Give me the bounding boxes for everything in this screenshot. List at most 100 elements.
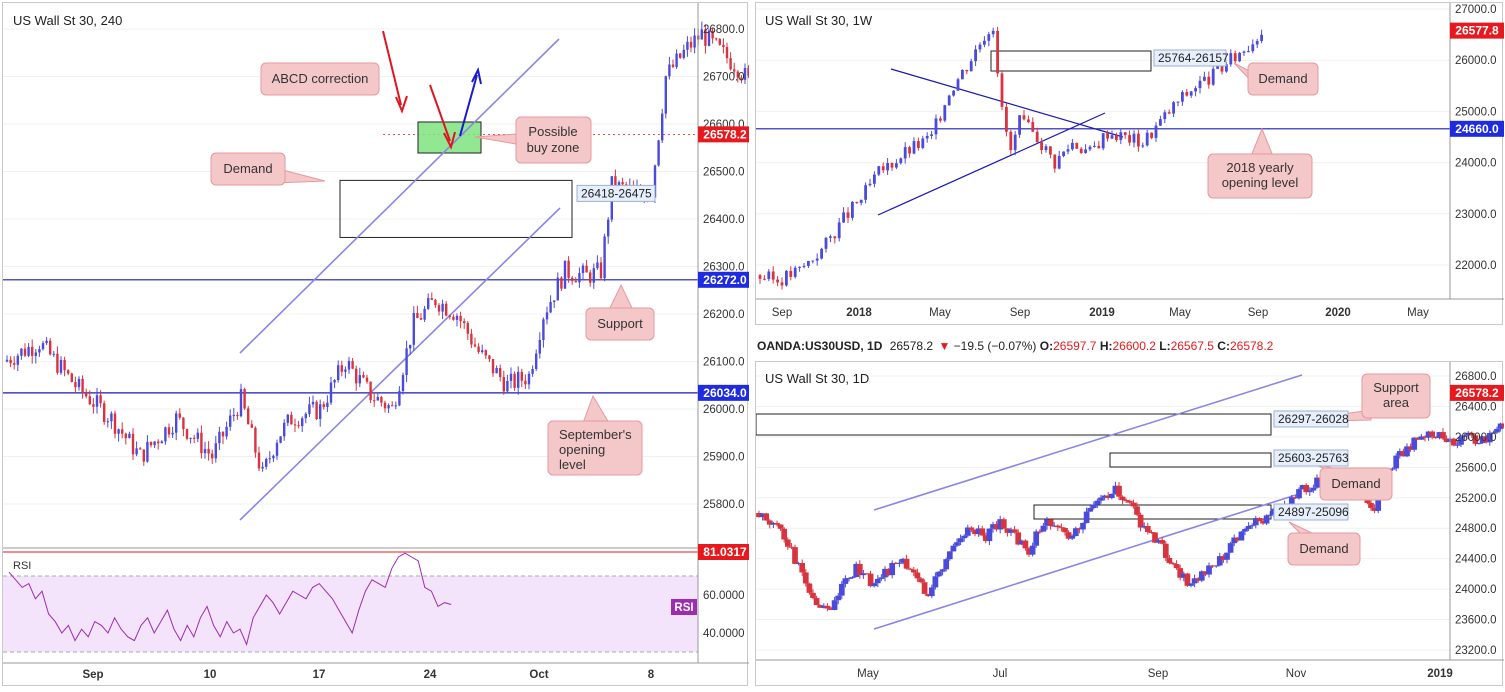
weekly-candle [1009, 131, 1013, 151]
daily-candle [1432, 436, 1439, 438]
weekly-candle [1057, 155, 1061, 169]
weekly-candle [1035, 131, 1039, 143]
h4-candle [250, 424, 253, 428]
h4-candle [63, 359, 66, 371]
daily-ytick: 26400.0 [1455, 401, 1497, 413]
daily-ytick: 23600.0 [1455, 615, 1497, 627]
weekly-candle [965, 69, 969, 72]
h4-candle [585, 265, 588, 273]
daily-candle [766, 520, 773, 525]
daily-candle [1011, 529, 1018, 533]
h4-candle [653, 165, 657, 198]
h4-candle [567, 260, 570, 278]
daily-symbol-header: OANDA:US30USD, 1D 26578.2 ▼ −19.5 (−0.07… [757, 339, 1273, 353]
h4-ytick: 26200.0 [703, 309, 745, 321]
weekly-chart-svg[interactable]: Demand 2018 yearly opening level US Wall… [756, 3, 1504, 326]
weekly-xtick: May [929, 307, 951, 319]
h4-chart-panel[interactable]: ABCD correction Possible buy zone Demand… [2, 2, 829, 687]
rsi-level-tag-bg [698, 544, 752, 560]
weekly-candle [1084, 149, 1087, 153]
daily-candle [932, 576, 939, 588]
daily-candle [889, 562, 896, 576]
daily-candle [1375, 490, 1382, 511]
weekly-candle [1247, 51, 1250, 53]
h4-xtick: 10 [204, 669, 217, 681]
callout-daily-demand-1: Demand [1302, 459, 1393, 501]
daily-last-price-tag-bg [1450, 384, 1504, 401]
weekly-candle [1031, 122, 1035, 132]
weekly-candle [1079, 148, 1083, 153]
daily-candle [1069, 535, 1076, 539]
daily-candle [1267, 514, 1274, 516]
weekly-candle [846, 212, 850, 218]
weekly-candle [1013, 134, 1017, 151]
h4-candle [110, 413, 113, 422]
weekly-candle [877, 166, 881, 175]
daily-candle [1296, 489, 1302, 499]
h4-candle [725, 46, 729, 59]
h4-candle [254, 427, 257, 453]
daily-candle [864, 573, 870, 575]
weekly-demand-zone-label: 25764-26157 [1158, 51, 1229, 65]
daily-candle [1238, 531, 1245, 541]
callout-demand-text: Demand [223, 161, 272, 176]
h4-candle [531, 369, 534, 374]
daily-candle [1148, 531, 1155, 533]
callout-weekly-demand: Demand [1233, 62, 1319, 96]
daily-candle [1368, 502, 1374, 508]
daily-candle [986, 528, 993, 542]
h4-candle [657, 140, 660, 166]
h4-candle [405, 348, 408, 376]
daily-candle [1065, 532, 1072, 539]
weekly-candle [886, 163, 889, 171]
daily-candle [763, 513, 770, 521]
callout-daily-demand-2-text: Demand [1299, 541, 1348, 556]
weekly-ytick: 23000.0 [1455, 209, 1497, 221]
weekly-candle [851, 201, 854, 218]
h4-candle [470, 333, 473, 345]
h4-candle [398, 391, 401, 406]
h4-candle [574, 280, 577, 283]
daily-xtick: Jul [993, 668, 1008, 680]
daily-chart-svg[interactable]: Support area Demand Demand US Wall St 30… [755, 362, 1505, 687]
h4-arrow-blue-head [471, 67, 482, 85]
h4-candle [67, 370, 70, 374]
h4-candle [211, 453, 214, 459]
h4-candle [257, 452, 261, 469]
weekly-candle [1005, 106, 1008, 132]
daily-chart-panel[interactable]: Support area Demand Demand US Wall St 30… [755, 361, 1505, 687]
callout-daily-demand-2: Demand [1287, 521, 1361, 566]
h4-sept-open-tag: 26034.0 [703, 386, 747, 400]
weekly-candle [1115, 135, 1118, 141]
weekly-candle [811, 260, 815, 262]
h4-candle [351, 361, 354, 369]
weekly-candle [1233, 53, 1237, 62]
daily-candle [1206, 565, 1212, 575]
daily-candle [882, 568, 888, 578]
h4-candle [589, 272, 592, 283]
h4-chart-svg[interactable]: ABCD correction Possible buy zone Demand… [3, 3, 829, 687]
rsi-badge-bg [671, 599, 697, 615]
h4-ytick: 25900.0 [703, 452, 745, 464]
h4-candle [45, 340, 48, 344]
daily-ytick: 26800.0 [1455, 371, 1497, 383]
weekly-yearly-open-tag-bg [1450, 120, 1504, 137]
daily-candle [1051, 525, 1058, 527]
weekly-xtick: 2018 [846, 307, 872, 319]
h4-candle [142, 449, 145, 462]
h4-candle [283, 422, 286, 437]
h4-candle [81, 378, 84, 392]
daily-zone-label-2-bg [1273, 449, 1349, 467]
daily-candle [1126, 500, 1133, 503]
daily-candle [853, 563, 860, 578]
daily-candle [1101, 495, 1108, 498]
daily-candle [1119, 496, 1126, 501]
h4-candle [189, 437, 192, 439]
callout-abcd: ABCD correction [260, 62, 380, 96]
weekly-candle [763, 278, 766, 280]
h4-candle [178, 413, 181, 418]
daily-candle [885, 568, 892, 576]
daily-candle [1242, 529, 1248, 532]
h4-candle [513, 373, 516, 388]
weekly-chart-panel[interactable]: Demand 2018 yearly opening level US Wall… [755, 2, 1504, 326]
